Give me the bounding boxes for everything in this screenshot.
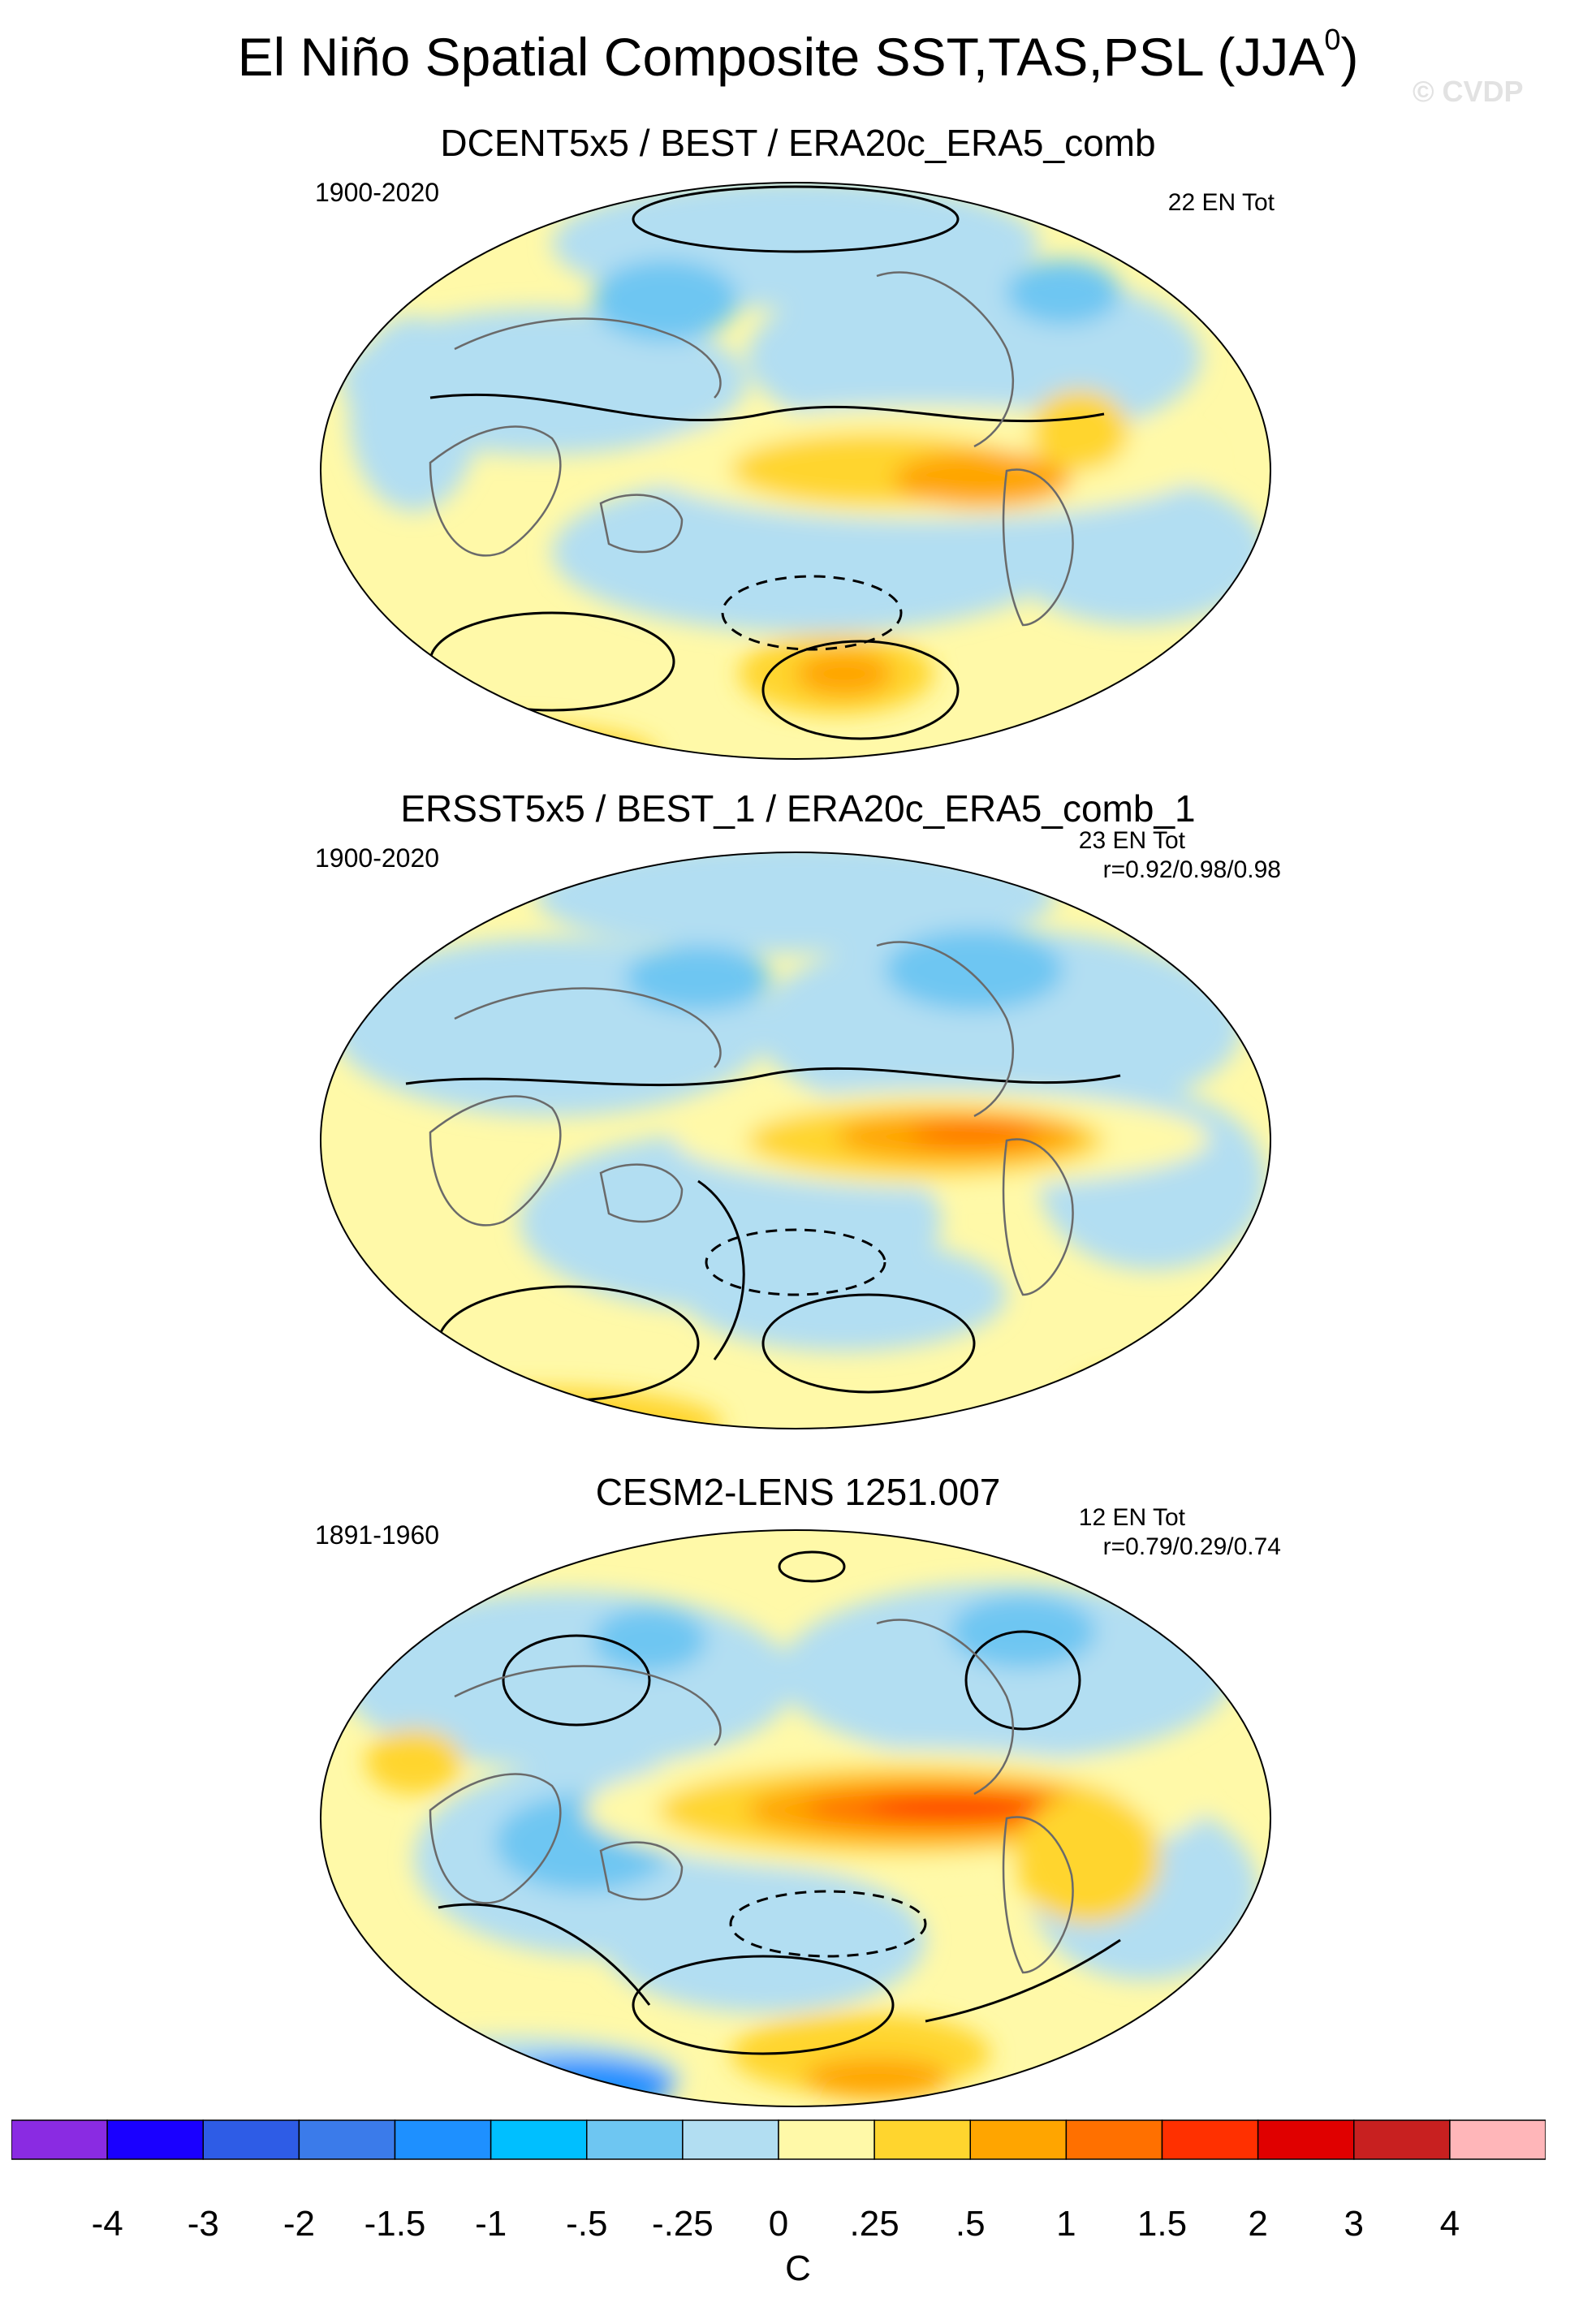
panel-3-period: 1891-1960 [315, 1520, 440, 1550]
colorbar-tick-label: -1 [475, 2204, 507, 2244]
colorbar-tick-label: -1.5 [364, 2204, 426, 2244]
panel-3-title: CESM2-LENS 1251.007 [595, 1471, 1001, 1513]
panel-1-psl-contours [429, 185, 1105, 740]
colorbar-box [1257, 2119, 1355, 2160]
colorbar-tick-label: 2 [1248, 2204, 1268, 2244]
colorbar-box [394, 2119, 492, 2160]
panel-2-period: 1900-2020 [315, 843, 440, 873]
colorbar-box [298, 2119, 396, 2160]
panel-1-title: DCENT5x5 / BEST / ERA20c_ERA5_comb [440, 122, 1156, 164]
colorbar-tick-label: -3 [187, 2204, 219, 2244]
colorbar-box [202, 2119, 300, 2160]
colorbar-box [778, 2119, 875, 2160]
colorbar-box [490, 2119, 588, 2160]
panel-3-coastlines [429, 1619, 1074, 1974]
colorbar-tick-label: -2 [283, 2204, 315, 2244]
figure-title-superscript: 0 [1324, 23, 1341, 56]
panel-3-anomaly-field [341, 1583, 1258, 2106]
colorbar-tick-label: 4 [1439, 2204, 1460, 2244]
colorbar-units: C [785, 2248, 811, 2288]
colorbar-tick-label: -.25 [651, 2204, 714, 2244]
panel-2-coastlines [429, 941, 1074, 1296]
colorbar-tick-label: .5 [955, 2204, 986, 2244]
colorbar-box [11, 2119, 108, 2160]
colorbar-tick-label: .25 [849, 2204, 899, 2244]
panel-3-psl-contours [438, 1550, 1121, 2055]
cvdp-watermark: © CVDP [1413, 75, 1524, 108]
panel-1-events: 22 EN Tot [1167, 189, 1275, 216]
panel-3-map [320, 1529, 1271, 2107]
colorbar-box [873, 2119, 972, 2160]
colorbar-tick-label: -4 [91, 2204, 123, 2244]
colorbar [11, 2119, 1546, 2160]
colorbar-tick-label: 1 [1056, 2204, 1076, 2244]
colorbar-box [1161, 2119, 1259, 2160]
panel-1-coastlines [429, 271, 1074, 627]
colorbar-box [682, 2119, 779, 2160]
colorbar-tick-label: 3 [1344, 2204, 1364, 2244]
colorbar-box [969, 2119, 1068, 2160]
colorbar-tick-label: 0 [768, 2204, 789, 2244]
panel-1-map [320, 182, 1271, 760]
colorbar-box [1353, 2119, 1451, 2160]
colorbar-tick-label: -.5 [566, 2204, 608, 2244]
panel-1-period: 1900-2020 [315, 178, 440, 207]
colorbar-box [586, 2119, 684, 2160]
panel-2-correlation: r=0.92/0.98/0.98 [1102, 856, 1281, 883]
panel-2-title: ERSST5x5 / BEST_1 / ERA20c_ERA5_comb_1 [400, 787, 1196, 830]
colorbar-box [106, 2119, 205, 2160]
figure-title-close: ) [1340, 27, 1359, 87]
figure-title-text: El Niño Spatial Composite SST,TAS,PSL (J… [237, 27, 1325, 87]
panel-2-events: 23 EN Tot [1078, 827, 1185, 854]
colorbar-tick-label: 1.5 [1137, 2204, 1188, 2244]
panel-1-anomaly-field [333, 183, 1266, 759]
panel-3-events: 12 EN Tot [1078, 1504, 1185, 1531]
colorbar-box [1449, 2119, 1546, 2160]
panel-3-correlation: r=0.79/0.29/0.74 [1102, 1533, 1281, 1560]
panel-2-map [320, 852, 1271, 1429]
colorbar-box [1065, 2119, 1163, 2160]
figure-title: El Niño Spatial Composite SST,TAS,PSL (J… [0, 24, 1596, 89]
